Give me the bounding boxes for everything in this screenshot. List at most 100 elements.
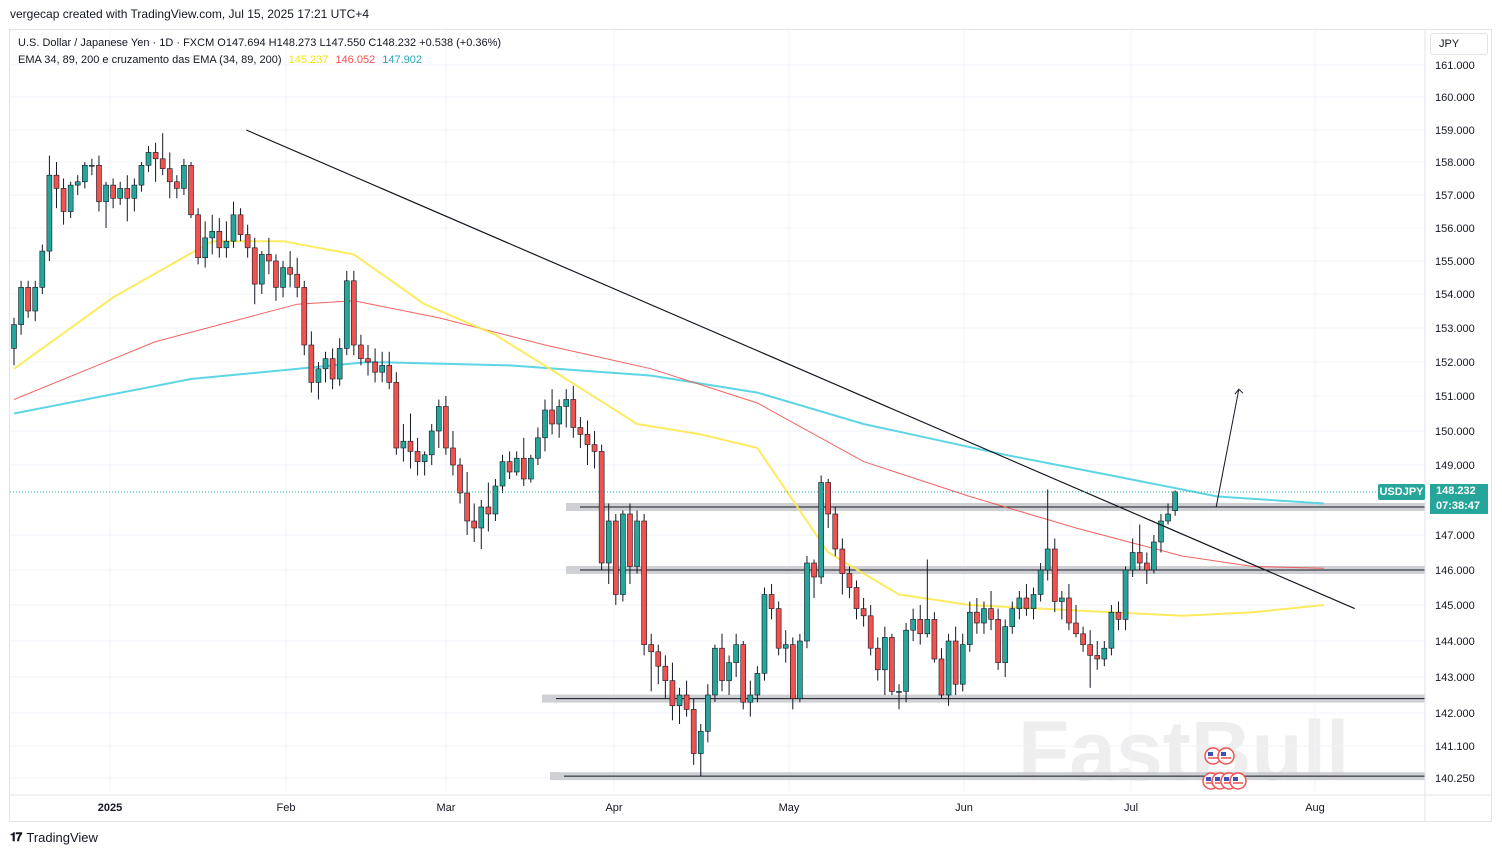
- candle-body: [811, 562, 817, 578]
- candle-body: [1165, 513, 1171, 522]
- candle-body: [1044, 548, 1051, 571]
- candle: [244, 224, 251, 258]
- candle-body: [103, 184, 109, 202]
- candle-body: [315, 368, 322, 383]
- currency-selector[interactable]: JPY: [1430, 33, 1488, 55]
- candle-body: [995, 619, 1001, 663]
- candle-body: [223, 240, 230, 249]
- candle: [351, 270, 357, 356]
- time-axis[interactable]: 2025 Feb Mar Apr May Jun Jul Aug: [10, 794, 1492, 814]
- last-price-value: 148.232: [1436, 485, 1476, 497]
- candle-body: [393, 382, 400, 449]
- tradingview-footer[interactable]: 𝟏𝟕 TradingView: [10, 830, 98, 845]
- candle-body: [726, 662, 732, 681]
- chart-grid: [10, 30, 1425, 792]
- candle-body: [981, 608, 987, 624]
- candle: [804, 556, 810, 649]
- event-icons[interactable]: [1202, 747, 1247, 790]
- candle-body: [60, 188, 67, 212]
- legend-symbol-line: U.S. Dollar / Japanese Yen · 1D · FXCM O…: [18, 37, 502, 49]
- candle-body: [867, 615, 874, 649]
- ema200-line: [13, 360, 1324, 505]
- candle-body: [1136, 552, 1143, 564]
- candle: [464, 472, 470, 535]
- price-tick-label: 152.000: [1435, 357, 1475, 369]
- price-tick-label: 146.000: [1435, 565, 1475, 577]
- candle-body: [513, 457, 520, 473]
- candle: [1044, 489, 1051, 581]
- candle: [1073, 605, 1079, 638]
- time-tick-label: Mar: [437, 802, 456, 814]
- candle: [719, 633, 725, 692]
- candle: [393, 372, 400, 455]
- candle-body: [683, 694, 690, 710]
- candle: [995, 608, 1001, 670]
- candle: [797, 633, 803, 703]
- candle-body: [974, 611, 980, 624]
- price-tick-label: 144.000: [1435, 636, 1475, 648]
- candle-body: [53, 174, 60, 189]
- candle: [896, 684, 902, 710]
- price-tick-label: 161.000: [1435, 60, 1475, 72]
- candle: [825, 479, 832, 528]
- candle-body: [478, 506, 485, 529]
- candle-body: [351, 280, 357, 346]
- candle-body: [988, 608, 994, 620]
- candle: [435, 399, 442, 448]
- candle-body: [740, 644, 747, 703]
- candle-body: [938, 658, 945, 696]
- candle: [620, 510, 626, 602]
- candle: [712, 644, 718, 703]
- candle: [931, 612, 938, 663]
- candle-body: [860, 608, 867, 617]
- legend-ema-line: EMA 34, 89, 200 e cruzamento das EMA (34…: [18, 52, 501, 69]
- candle: [535, 427, 541, 465]
- ema89-line: [13, 300, 1324, 569]
- candle: [117, 181, 123, 205]
- candle-body: [733, 644, 739, 663]
- candle-body: [1144, 562, 1150, 571]
- candle-body: [612, 520, 619, 595]
- candle-body: [195, 214, 201, 259]
- candle: [988, 591, 994, 631]
- price-axis[interactable]: 140.250 141.100 142.000 143.000 144.000 145.0…: [1424, 30, 1475, 822]
- candle-body: [591, 444, 598, 452]
- candlesticks[interactable]: [11, 133, 1178, 777]
- time-tick-label: Aug: [1305, 802, 1325, 814]
- candle-body: [400, 440, 407, 449]
- candle-body: [25, 287, 31, 312]
- candle-body: [804, 562, 810, 642]
- candle: [67, 181, 74, 219]
- candle-body: [209, 231, 216, 239]
- candle: [82, 162, 88, 189]
- candle-body: [520, 457, 527, 480]
- candle: [832, 507, 839, 556]
- candle: [1129, 538, 1136, 577]
- candle-body: [258, 254, 265, 285]
- candle-body: [917, 619, 924, 635]
- candle-body: [889, 637, 895, 692]
- candle-body: [358, 344, 364, 359]
- candle: [910, 608, 916, 641]
- candle: [166, 152, 173, 199]
- candle-body: [952, 640, 959, 685]
- candle: [280, 261, 286, 298]
- candle-body: [188, 165, 194, 216]
- candle: [917, 605, 924, 645]
- price-tick-label: 156.000: [1435, 223, 1475, 235]
- candle: [683, 680, 690, 717]
- candle-body: [1002, 626, 1009, 663]
- projection-arrow: [1215, 389, 1240, 508]
- price-tick-label: 149.000: [1435, 460, 1475, 472]
- candle-body: [294, 273, 301, 288]
- chart-caption: vergecap created with TradingView.com, J…: [10, 7, 369, 21]
- candle: [202, 221, 208, 268]
- candle: [867, 605, 874, 656]
- candle-body: [1115, 611, 1122, 620]
- candle: [839, 538, 846, 595]
- candle-body: [712, 647, 718, 696]
- candle-body: [903, 629, 909, 692]
- candle: [471, 503, 478, 542]
- candle: [563, 389, 570, 428]
